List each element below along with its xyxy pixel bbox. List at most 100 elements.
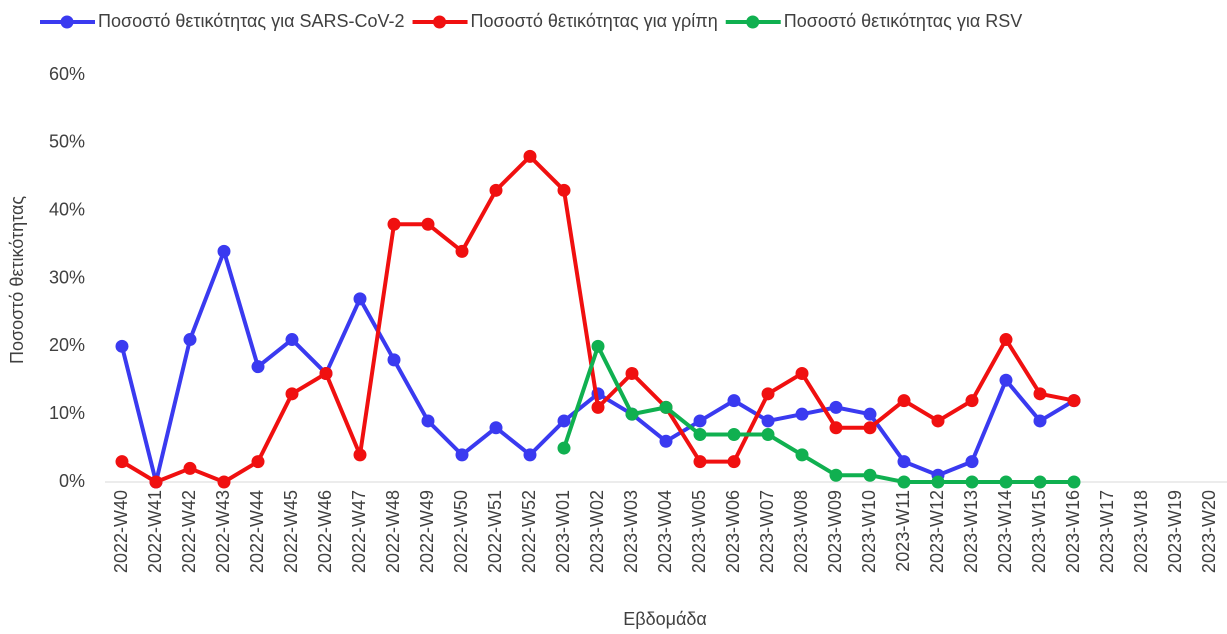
data-point [795,448,809,462]
x-tick-label: 2023-W04 [655,490,675,573]
data-point [999,333,1013,347]
y-tick-label: 40% [49,199,85,219]
x-tick-label: 2023-W06 [723,490,743,573]
x-tick-label: 2023-W05 [689,490,709,573]
data-point [625,407,639,421]
x-tick-label: 2022-W52 [519,490,539,573]
data-point [183,333,197,347]
data-point [251,455,265,469]
data-point [727,428,741,442]
legend-label: Ποσοστό θετικότητας για SARS-CoV-2 [98,11,405,31]
y-tick-label: 30% [49,267,85,287]
legend-label: Ποσοστό θετικότητας για RSV [784,11,1023,31]
data-point [999,475,1013,489]
x-tick-label: 2023-W01 [553,490,573,573]
data-point [829,421,843,435]
data-point [591,339,605,353]
data-point [761,414,775,428]
x-tick-label: 2022-W43 [213,490,233,573]
data-point [693,428,707,442]
data-point [557,414,571,428]
x-axis-title: Εβδομάδα [623,609,707,629]
data-point [761,387,775,401]
x-tick-label: 2022-W46 [315,490,335,573]
data-point [829,400,843,414]
x-tick-label: 2022-W42 [179,490,199,573]
data-point [965,475,979,489]
data-point [863,421,877,435]
data-point [829,468,843,482]
x-tick-label: 2022-W47 [349,490,369,573]
data-point [387,217,401,231]
legend-label: Ποσοστό θετικότητας για γρίπη [471,11,718,31]
x-tick-label: 2023-W13 [961,490,981,573]
x-tick-label: 2023-W09 [825,490,845,573]
x-tick-label: 2023-W03 [621,490,641,573]
data-point [285,333,299,347]
data-point [693,455,707,469]
x-tick-label: 2022-W41 [145,490,165,573]
y-tick-label: 60% [49,64,85,84]
data-point [115,339,129,353]
data-point [217,244,231,258]
x-tick-label: 2023-W18 [1131,490,1151,573]
x-tick-label: 2023-W11 [893,490,913,572]
data-point [1067,475,1081,489]
data-point [353,292,367,306]
x-tick-label: 2022-W50 [451,490,471,573]
data-point [217,475,231,489]
data-point [523,149,537,163]
x-tick-label: 2023-W14 [995,490,1015,573]
data-point [931,414,945,428]
series-line [562,344,1074,484]
x-tick-label: 2022-W48 [383,490,403,573]
data-point [1033,475,1047,489]
legend-swatch-dot [746,15,760,29]
data-point [727,394,741,408]
data-point [183,461,197,475]
data-point [999,373,1013,387]
y-tick-label: 50% [49,132,85,152]
x-tick-label: 2023-W02 [587,490,607,573]
data-point [897,475,911,489]
data-point [863,468,877,482]
data-point [897,455,911,469]
data-point [659,400,673,414]
data-point [625,366,639,380]
data-point [761,428,775,442]
legend-swatch-dot [60,15,74,29]
data-point [319,366,333,380]
data-point [1067,394,1081,408]
x-tick-label: 2023-W19 [1165,490,1185,573]
data-point [1033,414,1047,428]
x-tick-label: 2023-W15 [1029,490,1049,573]
data-point [795,407,809,421]
data-point [285,387,299,401]
data-point [149,475,163,489]
x-tick-label: 2023-W16 [1063,490,1083,573]
data-point [931,475,945,489]
y-tick-label: 0% [59,471,85,491]
x-tick-label: 2023-W12 [927,490,947,573]
data-point [693,414,707,428]
data-point [727,455,741,469]
data-point [387,353,401,367]
data-point [251,360,265,374]
data-point [1033,387,1047,401]
x-tick-label: 2022-W44 [247,490,267,573]
data-point [421,414,435,428]
data-point [591,400,605,414]
x-tick-label: 2023-W07 [757,490,777,573]
data-point [557,183,571,197]
y-tick-label: 20% [49,335,85,355]
x-tick-label: 2023-W17 [1097,490,1117,573]
data-point [421,217,435,231]
x-tick-label: 2022-W51 [485,490,505,573]
legend-swatch-dot [433,15,447,29]
data-point [489,183,503,197]
data-point [523,448,537,462]
x-tick-label: 2022-W45 [281,490,301,573]
series-line [120,154,1075,484]
